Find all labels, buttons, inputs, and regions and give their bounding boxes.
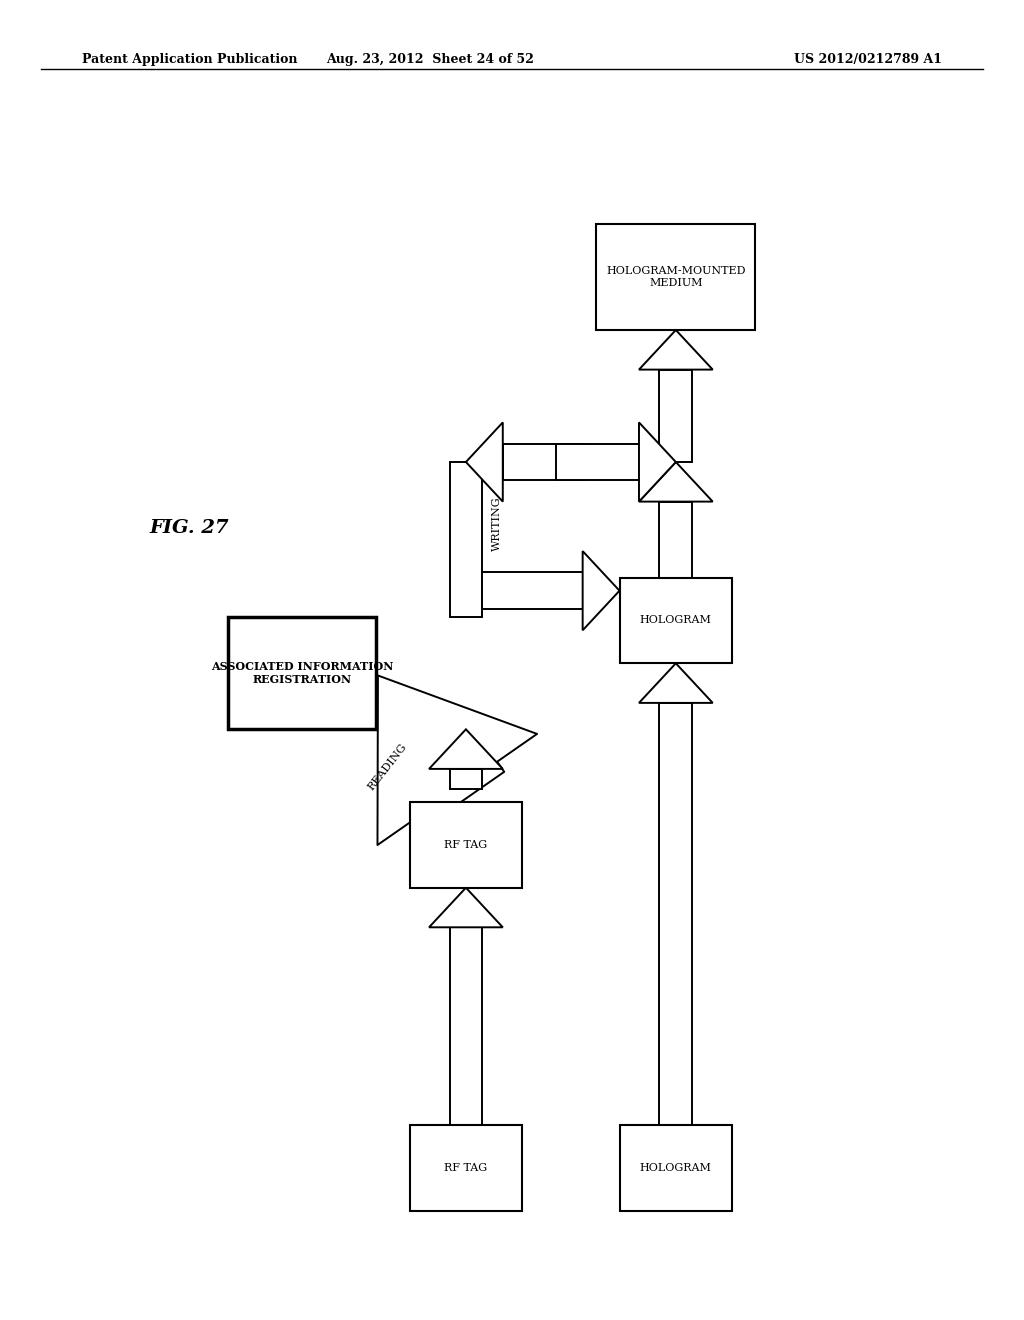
Bar bbox=[620, 578, 732, 663]
Bar bbox=[410, 801, 522, 887]
Text: RF TAG: RF TAG bbox=[444, 840, 487, 850]
Text: US 2012/0212789 A1: US 2012/0212789 A1 bbox=[794, 53, 942, 66]
Bar bbox=[596, 224, 756, 330]
Polygon shape bbox=[466, 422, 503, 502]
Polygon shape bbox=[639, 663, 713, 702]
Bar bbox=[555, 444, 639, 480]
Bar bbox=[659, 702, 692, 1125]
Bar bbox=[659, 502, 692, 578]
Text: RF TAG: RF TAG bbox=[444, 1163, 487, 1173]
Bar bbox=[503, 444, 586, 480]
Text: FIG. 27: FIG. 27 bbox=[150, 519, 229, 537]
Polygon shape bbox=[639, 462, 713, 502]
Bar bbox=[227, 618, 376, 729]
Polygon shape bbox=[429, 729, 503, 768]
Polygon shape bbox=[639, 422, 676, 502]
Text: Aug. 23, 2012  Sheet 24 of 52: Aug. 23, 2012 Sheet 24 of 52 bbox=[326, 53, 535, 66]
Text: HOLOGRAM-MOUNTED
MEDIUM: HOLOGRAM-MOUNTED MEDIUM bbox=[606, 267, 745, 288]
Text: Patent Application Publication: Patent Application Publication bbox=[82, 53, 297, 66]
Text: HOLOGRAM: HOLOGRAM bbox=[640, 615, 712, 626]
Polygon shape bbox=[429, 887, 503, 927]
Text: WRITING: WRITING bbox=[492, 496, 502, 552]
Bar bbox=[482, 573, 583, 610]
Bar bbox=[620, 1125, 732, 1212]
Bar bbox=[659, 370, 692, 462]
Bar bbox=[450, 462, 482, 618]
Bar bbox=[410, 1125, 522, 1212]
Bar bbox=[450, 768, 482, 789]
Bar bbox=[450, 928, 482, 1125]
Text: READING: READING bbox=[367, 742, 410, 792]
Polygon shape bbox=[583, 552, 620, 631]
Text: ASSOCIATED INFORMATION
REGISTRATION: ASSOCIATED INFORMATION REGISTRATION bbox=[211, 661, 393, 685]
Polygon shape bbox=[639, 330, 713, 370]
Text: HOLOGRAM: HOLOGRAM bbox=[640, 1163, 712, 1173]
